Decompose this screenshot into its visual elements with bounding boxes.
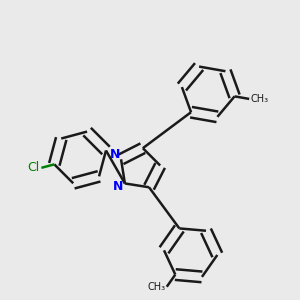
Text: N: N [113,180,124,193]
Text: CH₃: CH₃ [147,282,165,292]
Text: CH₃: CH₃ [251,94,269,104]
Text: N: N [110,148,120,161]
Text: Cl: Cl [28,161,40,174]
